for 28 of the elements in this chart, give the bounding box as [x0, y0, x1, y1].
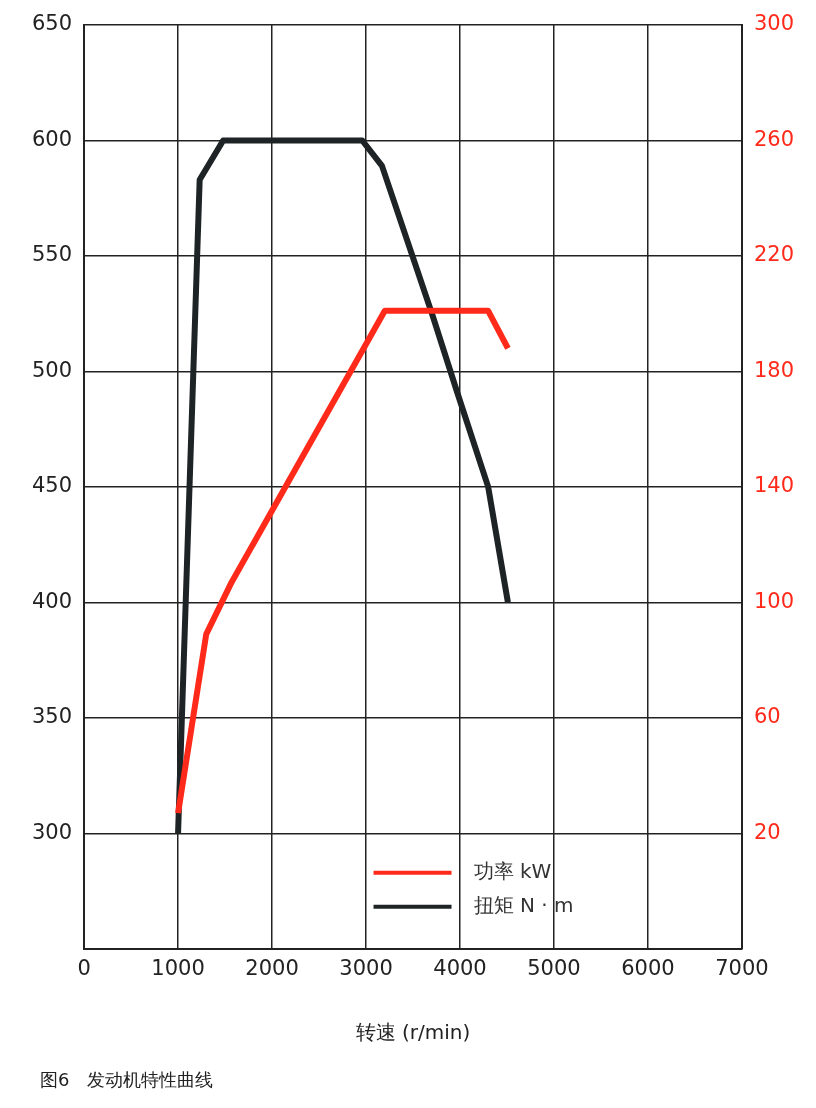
y2-tick-label: 300 [753, 11, 795, 36]
x-tick-label: 7000 [715, 955, 769, 980]
y2-tick-label: 220 [753, 242, 795, 267]
x-tick-label: 5000 [527, 955, 581, 980]
x-tick-label: 6000 [621, 955, 675, 980]
x-tick-label: 2000 [245, 955, 299, 980]
y2-tick-label: 60 [753, 704, 781, 729]
y-tick-label: 650 [31, 11, 73, 36]
y-tick-label: 500 [31, 357, 73, 382]
y2-tick-label: 140 [753, 473, 795, 498]
text: 图6 发动机特性曲线 [40, 1068, 214, 1092]
y2-tick-label: 180 [753, 357, 795, 382]
x-tick-label: 3000 [339, 955, 393, 980]
y-tick-label: 300 [31, 819, 73, 844]
x-tick-label: 0 [77, 955, 91, 980]
y-tick-label: 600 [31, 126, 73, 151]
y-tick-label: 550 [31, 242, 73, 267]
y2-tick-label: 20 [753, 819, 781, 844]
y2-tick-label: 260 [753, 126, 795, 151]
y-tick-label: 450 [31, 473, 73, 498]
y-tick-label: 400 [31, 588, 73, 613]
y-tick-label: 350 [31, 704, 73, 729]
legend-label: 功率 kW [473, 859, 552, 883]
x-tick-label: 4000 [433, 955, 487, 980]
y2-tick-label: 100 [753, 588, 795, 613]
legend-label: 扭矩 N · m [473, 893, 574, 917]
x-tick-label: 1000 [151, 955, 205, 980]
x-axis-title: 转速 (r/min) [355, 1020, 471, 1045]
